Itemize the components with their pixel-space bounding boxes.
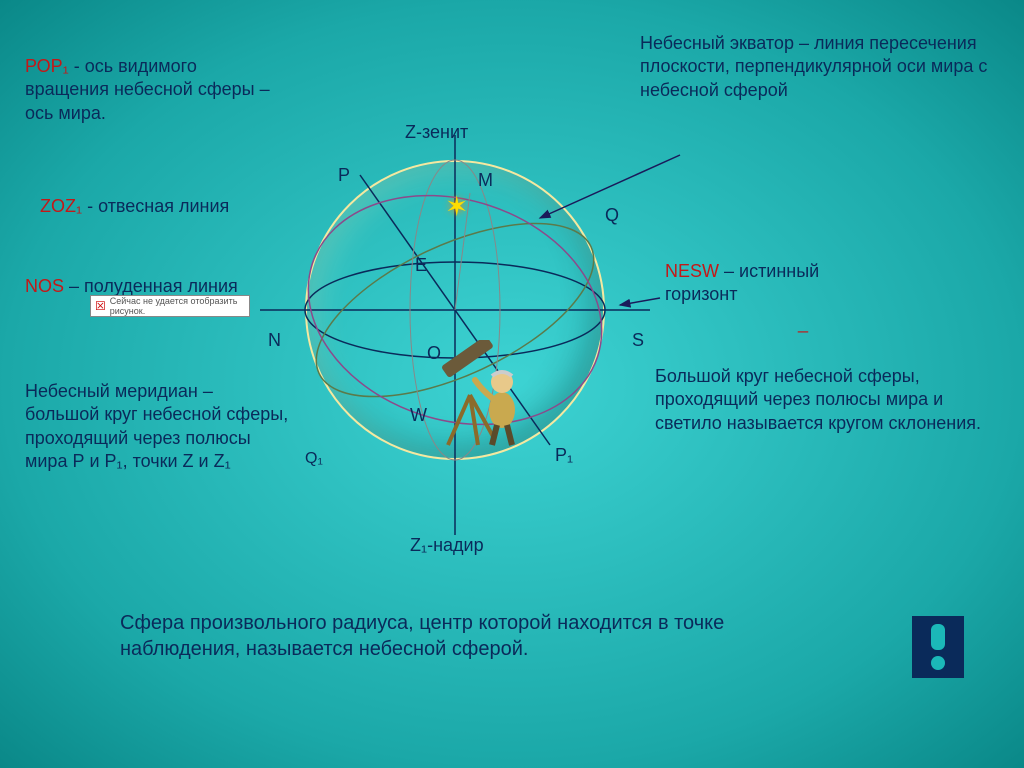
- equator-definition: Небесный экватор – линия пересечения пло…: [640, 32, 1010, 102]
- meridian-definition: Небесный меридиан – большой круг небесно…: [25, 380, 290, 474]
- label-E: E: [415, 255, 427, 276]
- label-Q: Q: [605, 205, 619, 226]
- exclamation-icon: [912, 616, 964, 678]
- broken-image-text: Сейчас не удается отобразить рисунок.: [110, 296, 245, 316]
- celestial-sphere-diagram: ✶ Z-зенит Z₁-надир Р Р₁ N S E W O M Q Q₁: [280, 115, 630, 555]
- star-icon: ✶: [445, 190, 468, 223]
- declination-definition: Большой круг небесной сферы, проходящий …: [655, 365, 995, 435]
- sphere-lines: [280, 115, 630, 555]
- broken-image-placeholder: Сейчас не удается отобразить рисунок.: [90, 295, 250, 317]
- nos-desc: – полуденная линия: [64, 276, 238, 296]
- nesw-definition: NESW – истинный горизонт: [665, 260, 885, 307]
- label-M: M: [478, 170, 493, 191]
- zoz-label: ZOZ₁: [40, 196, 82, 216]
- label-W: W: [410, 405, 427, 426]
- label-N: N: [268, 330, 281, 351]
- pop-label: РОР₁: [25, 56, 69, 76]
- observer-illustration: [430, 340, 530, 450]
- label-S: S: [632, 330, 644, 351]
- dash-mark: _: [798, 312, 818, 335]
- label-P: Р: [338, 165, 350, 186]
- nos-label: NOS: [25, 276, 64, 296]
- nesw-label: NESW: [665, 261, 719, 281]
- zoz-definition: ZOZ₁ - отвесная линия: [40, 195, 260, 218]
- label-nadir: Z₁-надир: [410, 535, 484, 556]
- pop-definition: РОР₁ - ось видимого вращения небесной сф…: [25, 55, 285, 125]
- label-P1: Р₁: [555, 445, 573, 466]
- label-Q1: Q₁: [305, 450, 323, 468]
- sphere-definition: Сфера произвольного радиуса, центр котор…: [120, 610, 740, 662]
- label-zenith: Z-зенит: [405, 122, 468, 143]
- zoz-desc: - отвесная линия: [82, 196, 229, 216]
